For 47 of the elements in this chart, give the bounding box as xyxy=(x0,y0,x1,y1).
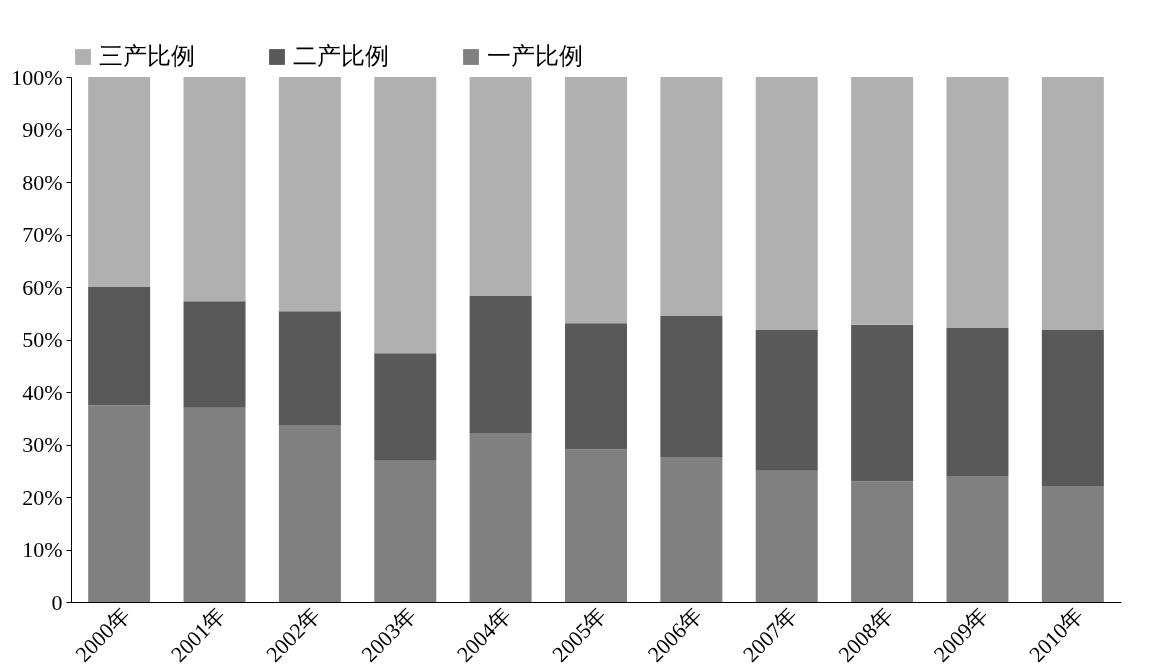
bar xyxy=(88,287,151,406)
y-tick-label: 70% xyxy=(22,222,63,247)
bar xyxy=(278,77,341,312)
bar xyxy=(183,77,246,302)
bar xyxy=(374,460,437,602)
bar xyxy=(565,449,627,602)
bar xyxy=(660,315,723,458)
legend-label: 三产比例 xyxy=(99,43,195,69)
y-tick-label: 0 xyxy=(51,589,63,615)
bar xyxy=(374,77,437,354)
bar xyxy=(755,470,818,602)
y-tick-label: 50% xyxy=(22,327,63,352)
bar xyxy=(851,77,914,325)
bar xyxy=(660,77,723,316)
bar xyxy=(469,432,532,602)
bar xyxy=(374,353,437,461)
bar xyxy=(851,481,914,602)
bar xyxy=(469,295,532,433)
y-tick-label: 90% xyxy=(22,117,63,142)
y-tick-label: 40% xyxy=(22,379,63,405)
bar xyxy=(565,77,627,324)
bar xyxy=(946,327,1009,476)
bar xyxy=(88,77,151,287)
bar xyxy=(278,311,341,426)
legend-label: 二产比例 xyxy=(293,43,389,69)
bar xyxy=(1041,77,1104,331)
bar xyxy=(946,77,1009,328)
bar xyxy=(183,407,246,602)
bar xyxy=(565,323,627,450)
bar xyxy=(946,476,1009,602)
bar xyxy=(183,301,246,408)
y-tick-label: 80% xyxy=(22,169,63,195)
y-tick-label: 60% xyxy=(22,274,63,300)
bar xyxy=(851,324,914,482)
bar xyxy=(660,457,723,602)
y-tick-label: 10% xyxy=(22,537,63,562)
bar xyxy=(1041,485,1104,602)
bar xyxy=(88,405,151,602)
bar xyxy=(278,425,341,602)
bar xyxy=(1041,330,1104,486)
bar xyxy=(469,77,532,296)
bar xyxy=(755,330,818,471)
y-tick-label: 100% xyxy=(11,64,63,90)
bar xyxy=(755,77,818,331)
legend-label: 一产比例 xyxy=(487,43,583,69)
y-tick-label: 20% xyxy=(22,484,63,510)
y-tick-label: 30% xyxy=(22,432,63,457)
